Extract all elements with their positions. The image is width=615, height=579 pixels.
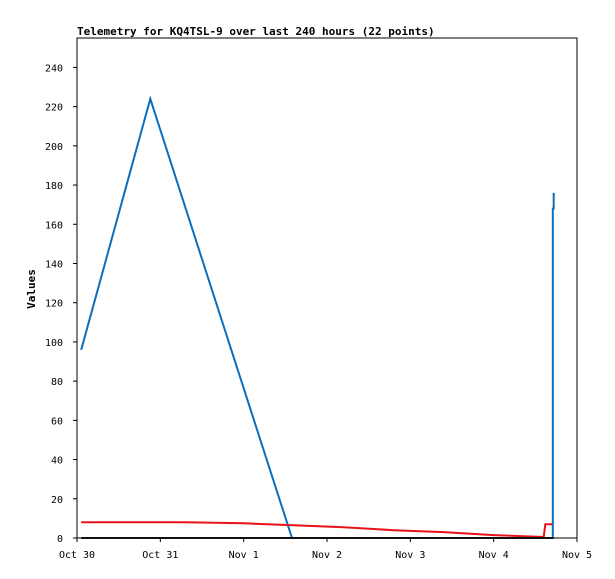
x-tick-label: Oct 31 [142, 550, 178, 561]
x-tick-label: Nov 5 [562, 550, 592, 561]
y-tick-label: 160 [45, 220, 63, 231]
y-tick-label: 180 [45, 181, 63, 192]
x-tick-label: Nov 4 [479, 550, 509, 561]
plot-area [76, 37, 578, 539]
x-tick-label: Oct 30 [59, 550, 95, 561]
y-tick-label: 80 [51, 377, 63, 388]
y-axis-label: Values [25, 269, 38, 309]
y-tick-label: 0 [57, 534, 63, 545]
x-axis: Oct 30 Oct 31 Nov 1 Nov 2 Nov 3 Nov 4 Nov 5 [59, 538, 592, 561]
chart-title: Telemetry for KQ4TSL-9 over last 240 hou… [77, 25, 435, 38]
y-tick-label: 20 [51, 495, 63, 506]
series-line-2 [81, 521, 552, 539]
y-tick-label: 140 [45, 259, 63, 270]
y-tick-label: 200 [45, 142, 63, 153]
y-tick-label: 40 [51, 456, 63, 467]
x-tick-label: Nov 3 [395, 550, 425, 561]
y-tick-label: 240 [45, 63, 63, 74]
y-tick-label: 120 [45, 299, 63, 310]
y-axis: 0 20 40 60 80 100 120 140 160 180 200 220 240 [45, 63, 77, 545]
y-tick-label: 220 [45, 103, 63, 114]
x-tick-label: Nov 1 [229, 550, 259, 561]
y-tick-label: 100 [45, 338, 63, 349]
x-tick-label: Nov 2 [312, 550, 342, 561]
y-tick-label: 60 [51, 416, 63, 427]
